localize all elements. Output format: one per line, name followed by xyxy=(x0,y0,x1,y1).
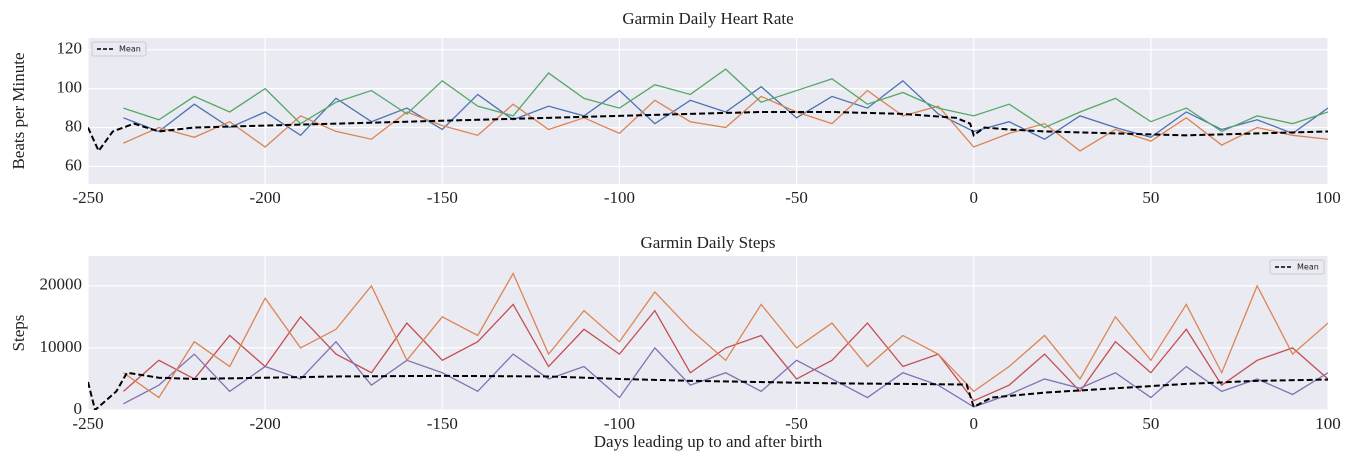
legend-box xyxy=(1269,259,1325,275)
y-tick-label: 60 xyxy=(65,155,82,174)
series-line xyxy=(123,271,1328,399)
y-tick-label: 120 xyxy=(57,39,83,58)
x-tick-label: 0 xyxy=(969,414,978,433)
plot-area xyxy=(88,38,1328,184)
x-tick-label: 100 xyxy=(1315,414,1341,433)
chart-title: Garmin Daily Steps xyxy=(640,233,775,252)
x-tick-label: 100 xyxy=(1315,188,1341,207)
series-line xyxy=(123,340,1328,408)
x-tick-label: -200 xyxy=(250,414,281,433)
x-tick-label: -100 xyxy=(604,414,635,433)
x-axis-label: Days leading up to and after birth xyxy=(594,432,823,451)
y-tick-label: 0 xyxy=(74,399,83,418)
y-tick-label: 80 xyxy=(65,116,82,135)
x-tick-label: -250 xyxy=(72,188,103,207)
series-line xyxy=(123,68,1328,133)
x-tick-label: -150 xyxy=(427,188,458,207)
series-line xyxy=(88,110,1328,153)
y-tick-label: 20000 xyxy=(40,275,83,294)
plot-area xyxy=(88,256,1328,410)
x-tick-label: -200 xyxy=(250,188,281,207)
series-line xyxy=(123,303,1328,402)
x-tick-label: -100 xyxy=(604,188,635,207)
x-tick-label: 50 xyxy=(1142,188,1159,207)
series-line xyxy=(123,89,1328,152)
x-tick-label: -150 xyxy=(427,414,458,433)
y-axis-label: Steps xyxy=(9,315,28,352)
chart-title: Garmin Daily Heart Rate xyxy=(622,9,793,28)
legend-label: Mean xyxy=(1297,263,1319,272)
legend-box xyxy=(91,41,147,57)
x-tick-label: -50 xyxy=(785,414,808,433)
legend-label: Mean xyxy=(119,45,141,54)
x-tick-label: 0 xyxy=(969,188,978,207)
series-line xyxy=(123,79,1328,140)
series-line xyxy=(88,371,1328,410)
x-tick-label: -250 xyxy=(72,414,103,433)
y-tick-label: 10000 xyxy=(40,337,83,356)
x-tick-label: -50 xyxy=(785,188,808,207)
y-axis-label: Beats per Minute xyxy=(9,52,28,169)
x-tick-label: 50 xyxy=(1142,414,1159,433)
y-tick-label: 100 xyxy=(57,78,83,97)
